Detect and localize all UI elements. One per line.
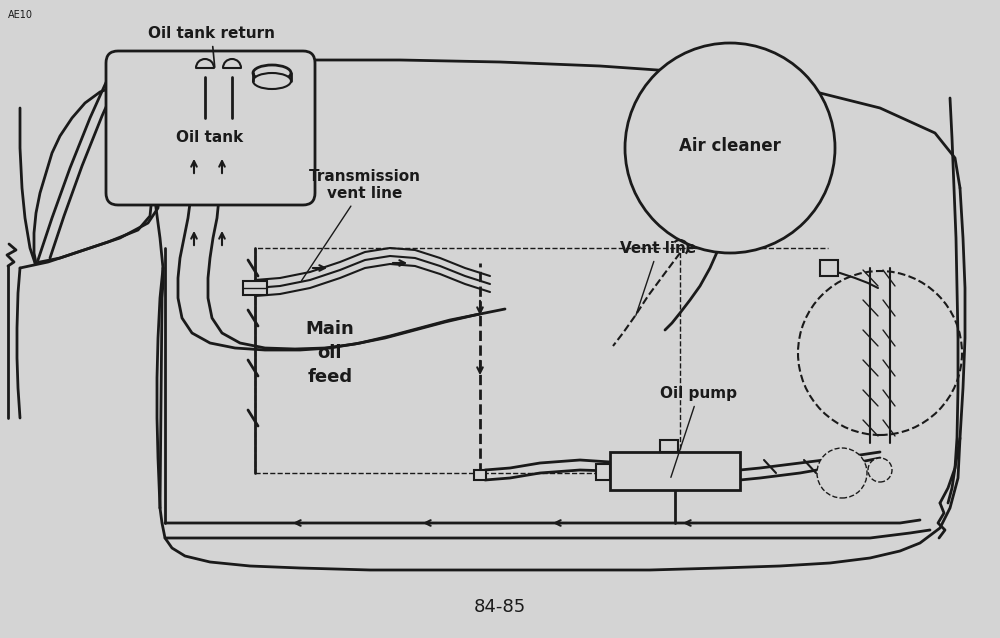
Text: AE10: AE10 <box>8 10 33 20</box>
Bar <box>820 260 838 276</box>
Ellipse shape <box>253 65 291 81</box>
Text: Air cleaner: Air cleaner <box>679 137 781 155</box>
Text: Oil pump: Oil pump <box>660 386 737 477</box>
Circle shape <box>625 43 835 253</box>
Text: Oil tank: Oil tank <box>176 131 244 145</box>
Bar <box>255 248 680 473</box>
Bar <box>660 440 678 452</box>
Circle shape <box>868 458 892 482</box>
Text: Vent line: Vent line <box>620 241 696 315</box>
Bar <box>474 470 486 480</box>
Text: 84-85: 84-85 <box>474 598 526 616</box>
Bar <box>243 281 267 295</box>
Text: Oil tank return: Oil tank return <box>148 26 275 67</box>
Text: Main
oil
feed: Main oil feed <box>306 320 354 385</box>
Text: Transmission
vent line: Transmission vent line <box>302 168 421 281</box>
Circle shape <box>798 271 962 435</box>
Ellipse shape <box>253 73 291 89</box>
FancyBboxPatch shape <box>106 51 315 205</box>
Circle shape <box>817 448 867 498</box>
Bar <box>596 464 610 480</box>
Bar <box>610 452 740 490</box>
